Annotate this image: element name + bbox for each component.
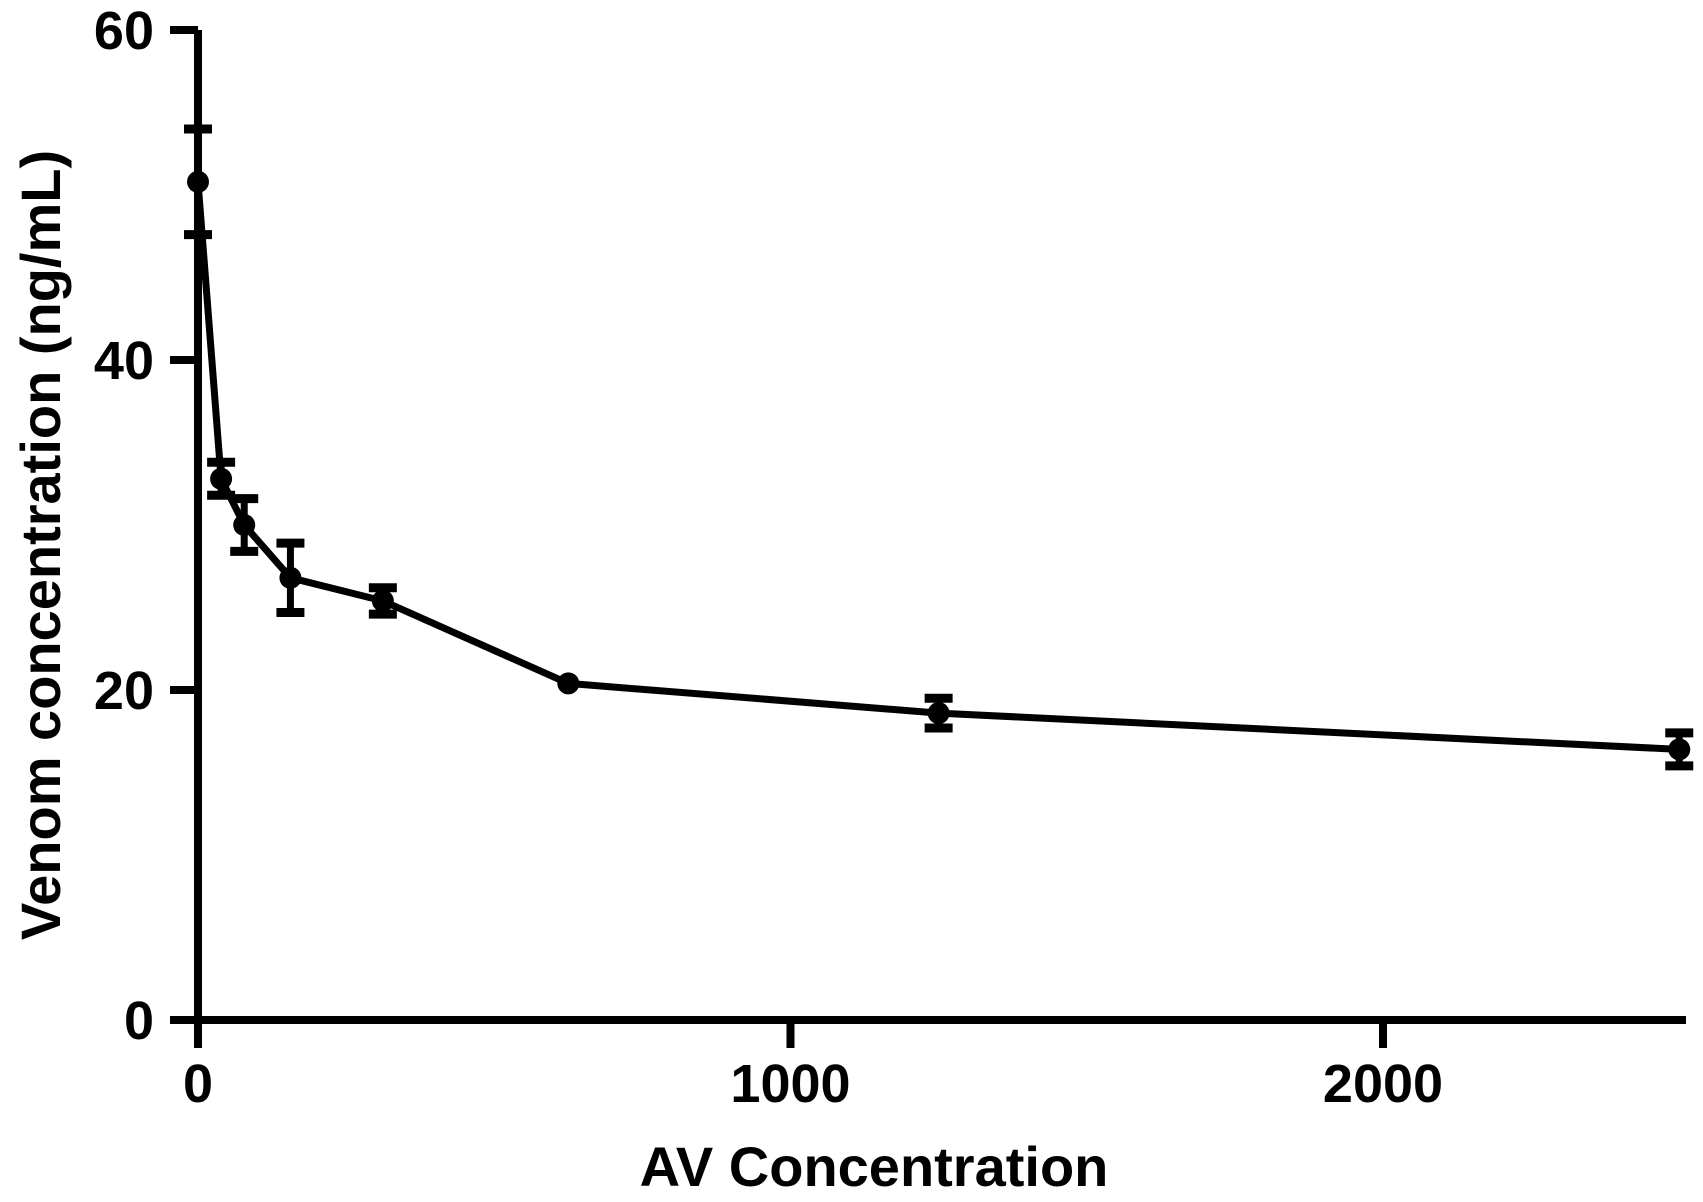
x-axis-title: AV Concentration <box>640 1135 1109 1198</box>
x-tick-label: 1000 <box>730 1054 850 1114</box>
y-tick-label: 60 <box>94 1 154 61</box>
x-tick-label: 2000 <box>1323 1054 1443 1114</box>
data-point <box>187 170 209 193</box>
y-tick-label: 20 <box>94 661 154 721</box>
axes: 0 20 40 60 0 1000 2000 <box>94 1 1686 1114</box>
data-point <box>233 514 256 536</box>
y-axis-title: Venom concentration (ng/mL) <box>9 150 72 940</box>
y-tick-label: 40 <box>94 331 154 391</box>
data-point <box>210 467 233 490</box>
data-point <box>927 702 950 725</box>
series-connecting-line <box>194 178 1683 753</box>
data-point <box>557 672 580 695</box>
data-point <box>1668 738 1691 761</box>
data-point <box>279 566 302 589</box>
y-tick-label: 0 <box>124 991 154 1051</box>
x-tick-label: 0 <box>183 1054 213 1114</box>
series-venom <box>184 124 1694 771</box>
data-point <box>371 589 394 612</box>
